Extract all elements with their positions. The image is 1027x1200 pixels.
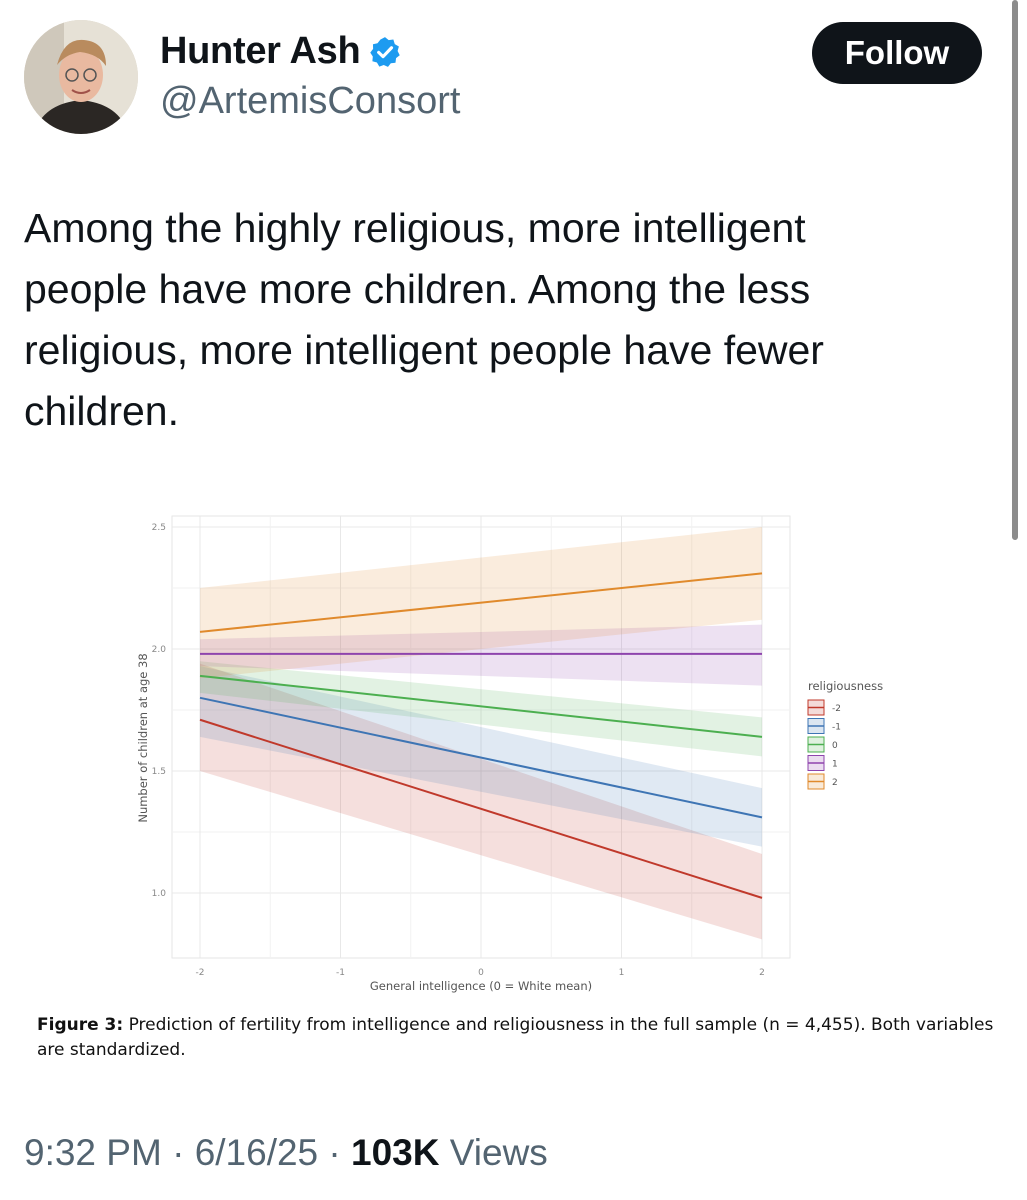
series-line-2	[199, 572, 763, 633]
x-tick-label: 1	[619, 968, 625, 978]
tweet-text: Among the highly religious, more intelli…	[24, 205, 824, 434]
author-handle[interactable]: @ArtemisConsort	[160, 80, 461, 122]
profile-photo-icon	[24, 20, 138, 134]
caption-label: Figure 3:	[37, 1015, 124, 1035]
chart-svg: 1.0 1.5 2.0 2.5 -2 -1 0 1 2 General intelligence …	[136, 515, 883, 993]
tweet-date[interactable]: 6/16/25	[194, 1132, 319, 1173]
confidence-band-1	[200, 624, 762, 686]
legend-title: religiousness	[808, 679, 883, 693]
figure-chart: 1.0 1.5 2.0 2.5 -2 -1 0 1 2 General intelligence …	[0, 500, 1027, 1090]
confidence-band--1	[200, 666, 762, 847]
meta-separator: ·	[318, 1132, 352, 1173]
views-label: Views	[439, 1132, 548, 1173]
confidence-band-0	[200, 661, 762, 757]
author-name[interactable]: Hunter Ash	[160, 30, 361, 72]
tweet-time[interactable]: 9:32 PM	[24, 1132, 162, 1173]
y-tick-label: 2.0	[152, 645, 167, 655]
y-tick-label: 2.5	[152, 523, 166, 533]
legend-label--2: -2	[832, 704, 841, 714]
tweet-meta: 9:32 PM · 6/16/25 · 103K Views	[24, 1132, 548, 1174]
series-line--2	[199, 718, 763, 899]
verified-badge-icon	[370, 36, 401, 67]
x-tick-label: 2	[759, 968, 765, 978]
author-row: Hunter Ash	[160, 30, 402, 73]
views-count: 103K	[351, 1132, 440, 1173]
follow-button[interactable]: Follow	[812, 22, 982, 84]
meta-separator: ·	[161, 1132, 195, 1173]
confidence-band--2	[200, 663, 762, 940]
figure-caption: Figure 3: Prediction of fertility from i…	[37, 1013, 997, 1063]
y-tick-label: 1.5	[152, 767, 166, 777]
series-line--1	[199, 696, 763, 819]
legend-label--1: -1	[832, 723, 841, 733]
x-axis-label: General intelligence (0 = White mean)	[370, 979, 592, 993]
scrollbar[interactable]	[1012, 0, 1018, 540]
x-tick-label: -2	[196, 968, 205, 978]
legend-label-0: 0	[832, 741, 838, 751]
avatar[interactable]	[24, 20, 138, 134]
caption-text: Prediction of fertility from intelligenc…	[37, 1015, 994, 1060]
legend-label-1: 1	[832, 760, 838, 770]
y-tick-label: 1.0	[152, 889, 167, 899]
legend-label-2: 2	[832, 778, 838, 788]
x-tick-label: 0	[478, 968, 484, 978]
y-axis-label: Number of children at age 38	[136, 653, 150, 822]
series-line-0	[199, 674, 763, 738]
x-tick-label: -1	[336, 968, 345, 978]
